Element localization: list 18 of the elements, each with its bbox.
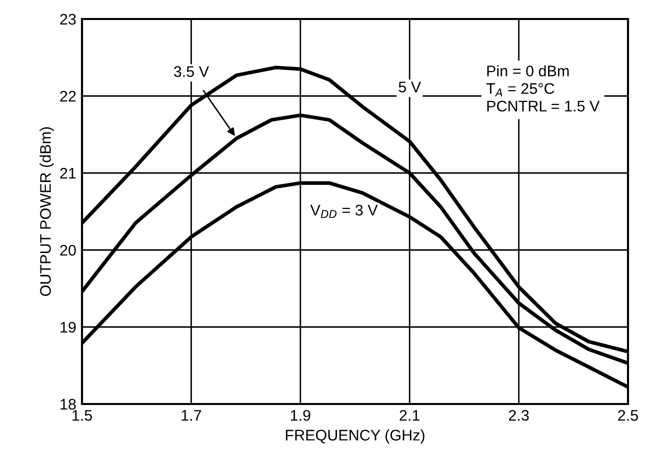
y-tick-label: 21 — [60, 168, 76, 179]
x-tick-label: 2.3 — [508, 410, 529, 421]
y-axis-title: OUTPUT POWER (dBm) — [40, 127, 54, 296]
y-tick-label: 20 — [60, 244, 76, 256]
x-tick-label: 1.7 — [182, 410, 202, 421]
series-label: V$_{DD}$ = 3 V — [310, 204, 378, 218]
text: 5 V — [398, 82, 421, 92]
x-tick-label: 2.5 — [618, 410, 638, 421]
y-tick-label: 22 — [60, 90, 76, 102]
x-tick-label: 1.9 — [290, 410, 310, 421]
x-axis-title: FREQUENCY (GHz) — [286, 429, 424, 444]
y-tick-label: 19 — [60, 322, 76, 333]
text: 3.5 V — [174, 66, 209, 77]
x-tick-label: 2.1 — [400, 410, 420, 421]
annotation: Pin = 0 dBm T$_{A}$ = 25°C PCNTRL = 1.5 V — [486, 65, 600, 112]
y-tick-label: 23 — [60, 14, 76, 25]
y-tick-label: 18 — [60, 398, 76, 410]
x-tick-label: 1.5 — [72, 410, 92, 421]
